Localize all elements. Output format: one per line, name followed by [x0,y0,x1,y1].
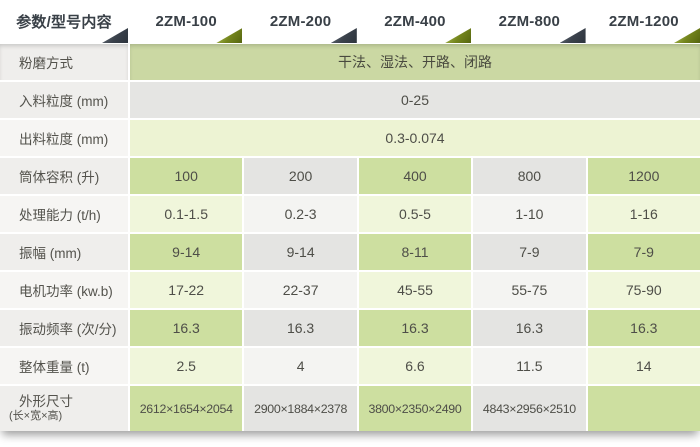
header-cell-2zm-400: 2ZM-400 [358,0,472,43]
cell-power-2zm-400: 45-55 [358,272,472,308]
row-label-cylinder-volume: 筒体容积 (升) [0,158,128,194]
cell-volume-2zm-800: 800 [473,158,586,194]
cell-weight-2zm-800: 11.5 [473,348,586,384]
corner-triangle-icon [216,28,243,43]
cell-power-2zm-200: 22-37 [244,272,357,308]
cell-capacity-2zm-400: 0.5-5 [358,196,472,232]
cell-amplitude-2zm-800: 7-9 [473,234,586,270]
cell-frequency-2zm-200: 16.3 [244,310,357,346]
header-label: 2ZM-100 [155,12,217,30]
row-label-discharge-size: 出料粒度 (mm) [0,120,128,156]
row-label-amplitude: 振幅 (mm) [0,234,128,270]
header-cell-2zm-800: 2ZM-800 [473,0,586,43]
cell-volume-2zm-200: 200 [244,158,357,194]
cell-power-2zm-100: 17-22 [130,272,243,308]
header-cell-2zm-100: 2ZM-100 [130,0,243,43]
cell-power-2zm-1200: 75-90 [587,272,700,308]
cell-dimensions-2zm-400: 3800×2350×2490 [358,386,472,431]
row-label-feed-size: 入料粒度 (mm) [0,82,128,118]
cell-amplitude-2zm-100: 9-14 [130,234,243,270]
cell-feed-size: 0-25 [130,82,700,118]
header-cell-2zm-200: 2ZM-200 [244,0,357,43]
header-label: 参数/型号内容 [16,13,112,31]
row-label-dimensions: 外形尺寸 (长×宽×高) [0,386,128,431]
cell-dimensions-2zm-200: 2900×1884×2378 [244,386,357,431]
dimensions-sublabel: (长×宽×高) [9,409,63,422]
row-label-grinding-method: 粉磨方式 [0,44,128,80]
cell-weight-2zm-1200: 14 [587,348,700,384]
corner-triangle-icon [674,28,700,43]
cell-capacity-2zm-800: 1-10 [473,196,586,232]
cell-dimensions-2zm-100: 2612×1654×2054 [130,386,243,431]
cell-power-2zm-800: 55-75 [473,272,586,308]
cell-amplitude-2zm-400: 8-11 [358,234,472,270]
cell-amplitude-2zm-1200: 7-9 [587,234,700,270]
header-label: 2ZM-800 [498,12,561,30]
cell-volume-2zm-100: 100 [130,158,243,194]
cell-grinding-method: 干法、湿法、开路、闭路 [130,44,700,80]
row-label-vibration-frequency: 振动频率 (次/分) [0,310,128,346]
corner-triangle-icon [559,28,586,43]
cell-dimensions-2zm-800: 4843×2956×2510 [473,386,586,431]
header-cell-parameters: 参数/型号内容 [0,0,128,43]
row-label-motor-power: 电机功率 (kw.b) [0,272,128,308]
header-label: 2ZM-400 [384,12,446,30]
cell-frequency-2zm-400: 16.3 [358,310,472,346]
cell-weight-2zm-100: 2.5 [130,348,243,384]
cell-frequency-2zm-100: 16.3 [130,310,243,346]
cell-dimensions-2zm-1200 [587,386,700,431]
dimensions-label: 外形尺寸 [19,394,73,410]
spec-table: 参数/型号内容 2ZM-100 2ZM-200 2ZM-400 2ZM-800 … [0,0,700,431]
cell-volume-2zm-1200: 1200 [587,158,700,194]
cell-volume-2zm-400: 400 [358,158,472,194]
cell-capacity-2zm-200: 0.2-3 [244,196,357,232]
header-label: 2ZM-200 [269,12,332,30]
cell-discharge-size: 0.3-0.074 [130,120,700,156]
corner-triangle-icon [445,28,472,43]
cell-capacity-2zm-100: 0.1-1.5 [130,196,243,232]
cell-frequency-2zm-1200: 16.3 [587,310,700,346]
header-label: 2ZM-1200 [608,12,679,30]
cell-amplitude-2zm-200: 9-14 [244,234,357,270]
row-label-total-weight: 整体重量 (t) [0,348,128,384]
cell-frequency-2zm-800: 16.3 [473,310,586,346]
cell-weight-2zm-400: 6.6 [358,348,472,384]
row-label-capacity: 处理能力 (t/h) [0,196,128,232]
cell-weight-2zm-200: 4 [244,348,357,384]
header-cell-2zm-1200: 2ZM-1200 [587,0,700,43]
corner-triangle-icon [330,28,357,43]
cell-capacity-2zm-1200: 1-16 [587,196,700,232]
